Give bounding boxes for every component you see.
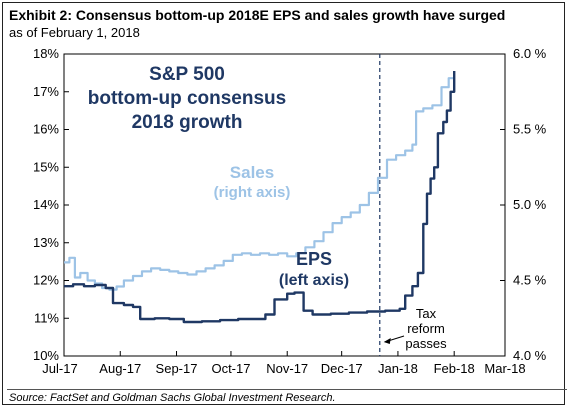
annotation-line: Tax: [416, 306, 437, 321]
x-tick-label: Feb-18: [434, 361, 475, 376]
eps-series-line: [64, 71, 456, 324]
right-tick-label: 6.0 %: [513, 46, 547, 61]
chart-title-line: 2018 growth: [132, 112, 243, 133]
left-tick-label: 12%: [33, 273, 59, 288]
left-tick-label: 16%: [33, 122, 59, 137]
x-tick-label: Nov-17: [266, 361, 308, 376]
right-tick-label: 5.5 %: [513, 122, 547, 137]
annotation-line: reform: [407, 321, 445, 336]
chart-title-line: bottom-up consensus: [88, 88, 286, 109]
left-tick-label: 14%: [33, 197, 59, 212]
sales-series-line: [64, 77, 455, 291]
x-tick-label: Sep-17: [156, 361, 198, 376]
sales-axis-label: (right axis): [214, 184, 291, 201]
x-tick-label: Aug-17: [99, 361, 141, 376]
exhibit-subtitle: as of February 1, 2018: [9, 25, 140, 40]
left-tick-label: 10%: [33, 348, 59, 363]
right-tick-label: 4.5 %: [513, 273, 547, 288]
chart-frame: Exhibit 2: Consensus bottom-up 2018E EPS…: [2, 2, 567, 405]
sales-label: Sales: [230, 163, 274, 182]
x-tick-label: Mar-18: [484, 361, 525, 376]
x-tick-label: Dec-17: [321, 361, 363, 376]
left-tick-label: 13%: [33, 235, 59, 250]
eps-label: EPS: [296, 249, 332, 269]
left-tick-label: 18%: [33, 46, 59, 61]
left-tick-label: 17%: [33, 84, 59, 99]
exhibit-title: Exhibit 2: Consensus bottom-up 2018E EPS…: [9, 7, 506, 23]
source-note: Source: FactSet and Goldman Sachs Global…: [9, 392, 336, 404]
eps-axis-label: (left axis): [279, 272, 349, 289]
left-tick-label: 15%: [33, 159, 59, 174]
annotation-line: passes: [405, 336, 447, 351]
x-tick-label: Jan-18: [378, 361, 418, 376]
annotation-arrowhead: [383, 338, 391, 344]
chart-title-line: S&P 500: [149, 64, 225, 85]
left-tick-label: 11%: [34, 310, 59, 325]
source-divider: [7, 389, 567, 390]
right-tick-label: 4.0 %: [513, 348, 547, 363]
right-tick-label: 5.0 %: [513, 197, 547, 212]
x-tick-label: Jul-17: [42, 361, 77, 376]
x-tick-label: Oct-17: [211, 361, 250, 376]
